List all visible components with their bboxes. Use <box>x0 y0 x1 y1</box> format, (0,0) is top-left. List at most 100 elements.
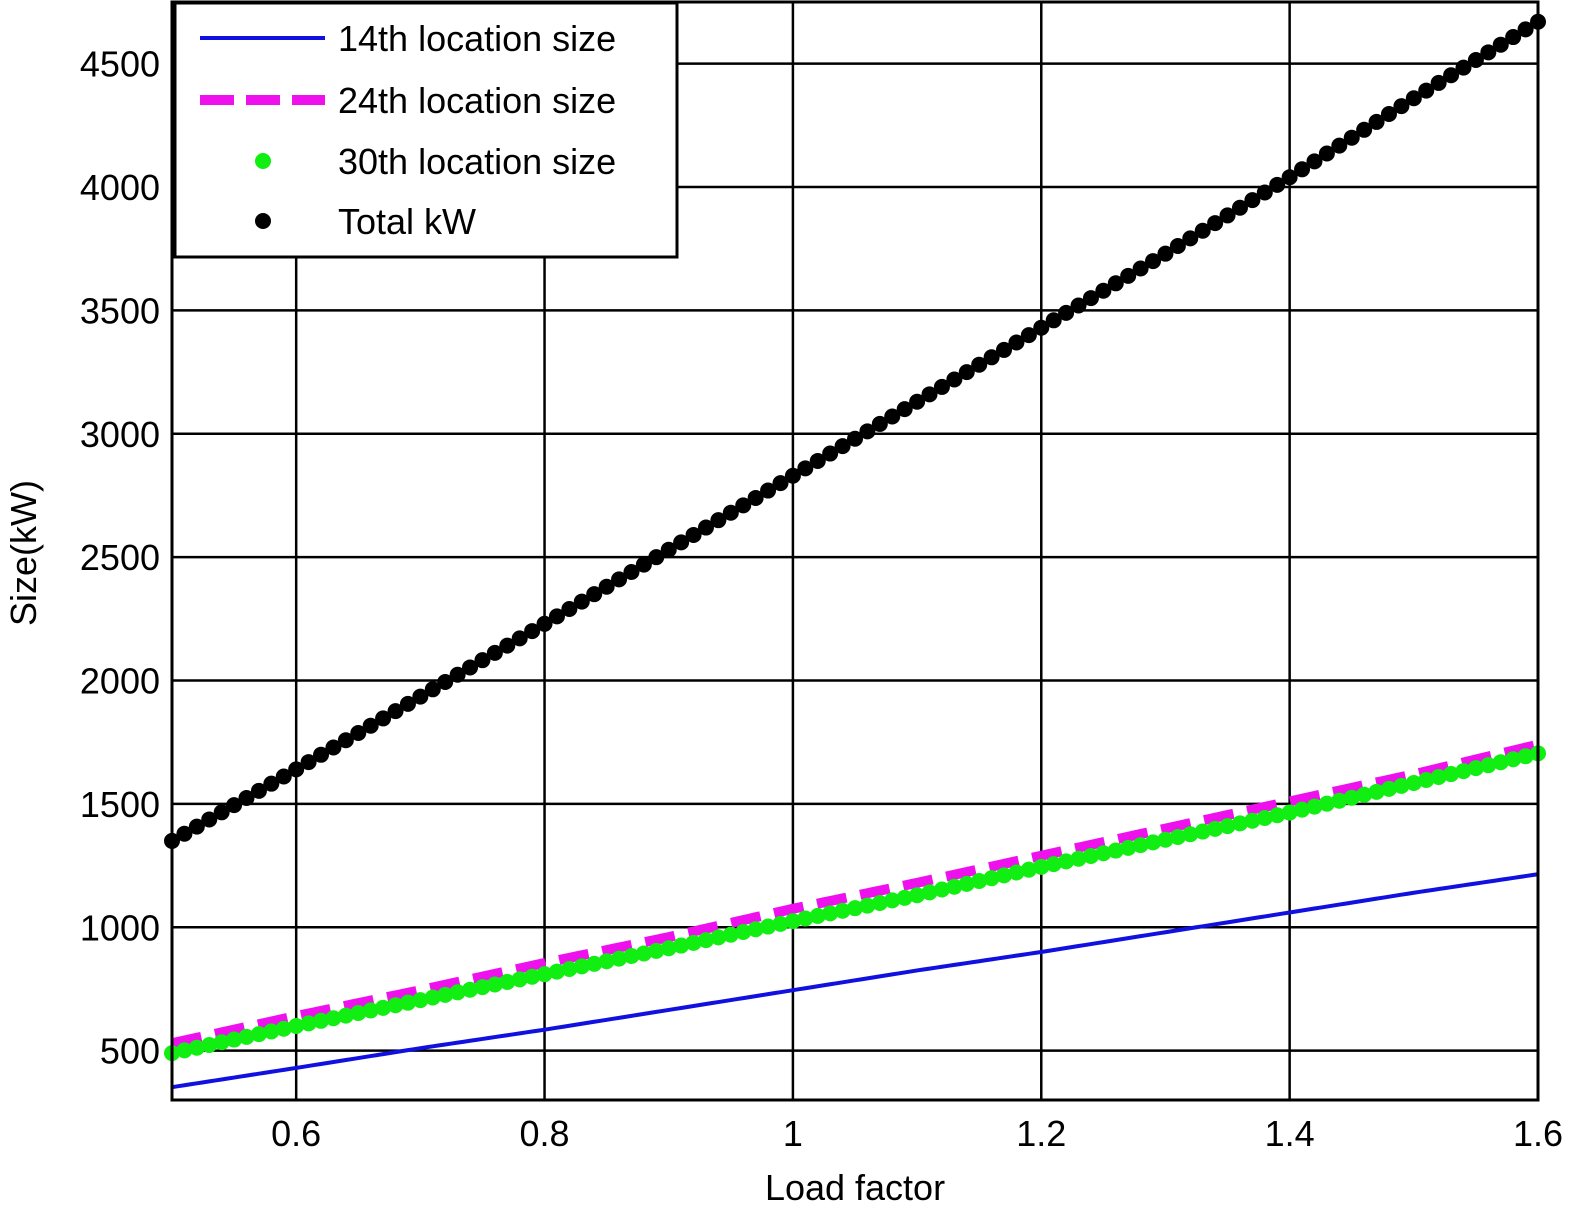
marker-point <box>313 1012 330 1029</box>
series-14th-line <box>171 872 1539 1090</box>
marker-point <box>1356 786 1373 803</box>
legend-label: 14th location size <box>338 18 616 59</box>
marker-point <box>1368 783 1385 800</box>
series-3 <box>164 745 1546 1062</box>
marker-point <box>1045 856 1062 873</box>
marker-point <box>201 1036 218 1053</box>
marker-point <box>1256 184 1273 201</box>
x-tick-label: 1.2 <box>1016 1113 1066 1154</box>
marker-point <box>1244 192 1261 209</box>
x-axis-title: Load factor <box>765 1167 945 1208</box>
marker-point <box>1405 90 1422 107</box>
y-tick-label: 3000 <box>80 414 160 455</box>
marker-point <box>1294 161 1311 178</box>
marker-point <box>859 897 876 914</box>
marker-point <box>1281 804 1298 821</box>
marker-point <box>238 1028 255 1045</box>
marker-point <box>884 892 901 909</box>
y-tick-label: 3500 <box>80 290 160 331</box>
marker-point <box>722 926 739 943</box>
marker-point <box>710 512 727 529</box>
marker-point <box>337 1007 354 1024</box>
marker-point <box>325 739 342 756</box>
marker-point <box>176 1042 193 1059</box>
marker-point <box>1033 319 1050 336</box>
marker-point <box>1443 67 1460 84</box>
marker-point <box>735 923 752 940</box>
marker-point <box>673 937 690 954</box>
marker-point <box>1219 818 1236 835</box>
marker-point <box>1430 769 1447 786</box>
marker-point <box>822 445 839 462</box>
marker-point <box>996 867 1013 884</box>
marker-point <box>1008 334 1025 351</box>
marker-point <box>1492 754 1509 771</box>
marker-point <box>1517 748 1534 765</box>
marker-point <box>548 963 565 980</box>
marker-point <box>1231 199 1248 216</box>
marker-point <box>1269 807 1286 824</box>
marker-point <box>1331 137 1348 154</box>
marker-point <box>1070 297 1087 314</box>
marker-point <box>847 900 863 917</box>
marker-point <box>275 768 292 785</box>
y-tick-label: 4000 <box>80 167 160 208</box>
marker-point <box>909 887 926 904</box>
marker-point <box>536 615 553 632</box>
legend-entry: 24th location size <box>200 80 616 121</box>
marker-point <box>1343 129 1360 146</box>
marker-point <box>536 966 553 983</box>
series-24th-dashed-line <box>170 739 1540 1049</box>
series-layer <box>164 13 1546 1090</box>
marker-point <box>275 1020 292 1037</box>
marker-point <box>946 371 963 388</box>
marker-point <box>958 364 975 381</box>
marker-point <box>1418 771 1435 788</box>
marker-point <box>648 942 665 959</box>
marker-point <box>747 921 764 938</box>
marker-point <box>685 526 702 543</box>
marker-point <box>797 910 814 927</box>
marker-point <box>1517 21 1534 38</box>
marker-point <box>1058 853 1075 870</box>
marker-point <box>784 913 801 930</box>
marker-point <box>1318 795 1335 812</box>
marker-point <box>1107 842 1124 859</box>
marker-point <box>635 556 652 573</box>
marker-point <box>909 393 926 410</box>
marker-point <box>660 541 677 558</box>
marker-point <box>573 593 590 610</box>
y-tick-label: 4500 <box>80 44 160 85</box>
marker-point <box>1343 789 1360 806</box>
marker-point <box>1418 82 1435 99</box>
marker-point <box>1095 282 1112 299</box>
legend-label: 30th location size <box>338 141 616 182</box>
marker-point <box>226 1031 243 1048</box>
marker-point <box>201 811 218 828</box>
marker-point <box>1033 858 1050 875</box>
marker-point <box>747 489 764 506</box>
marker-point <box>1070 850 1087 867</box>
marker-point <box>971 356 988 373</box>
marker-point <box>1107 275 1124 292</box>
marker-point <box>697 932 714 949</box>
marker-point <box>1008 864 1025 881</box>
marker-point <box>784 467 801 484</box>
marker-point <box>499 973 516 990</box>
marker-point <box>586 586 603 603</box>
marker-point <box>648 549 665 566</box>
marker-point <box>1182 826 1199 843</box>
marker-point <box>1082 847 1099 864</box>
marker-point <box>834 438 851 455</box>
marker-point <box>1505 29 1522 46</box>
marker-point <box>797 460 814 477</box>
marker-point <box>1231 815 1248 832</box>
marker-point <box>300 1015 317 1032</box>
marker-point <box>1132 260 1149 277</box>
marker-point <box>325 1010 342 1027</box>
marker-point <box>996 341 1013 358</box>
marker-point <box>1157 831 1174 848</box>
legend-entry: 14th location size <box>200 18 616 59</box>
marker-point <box>176 825 193 842</box>
